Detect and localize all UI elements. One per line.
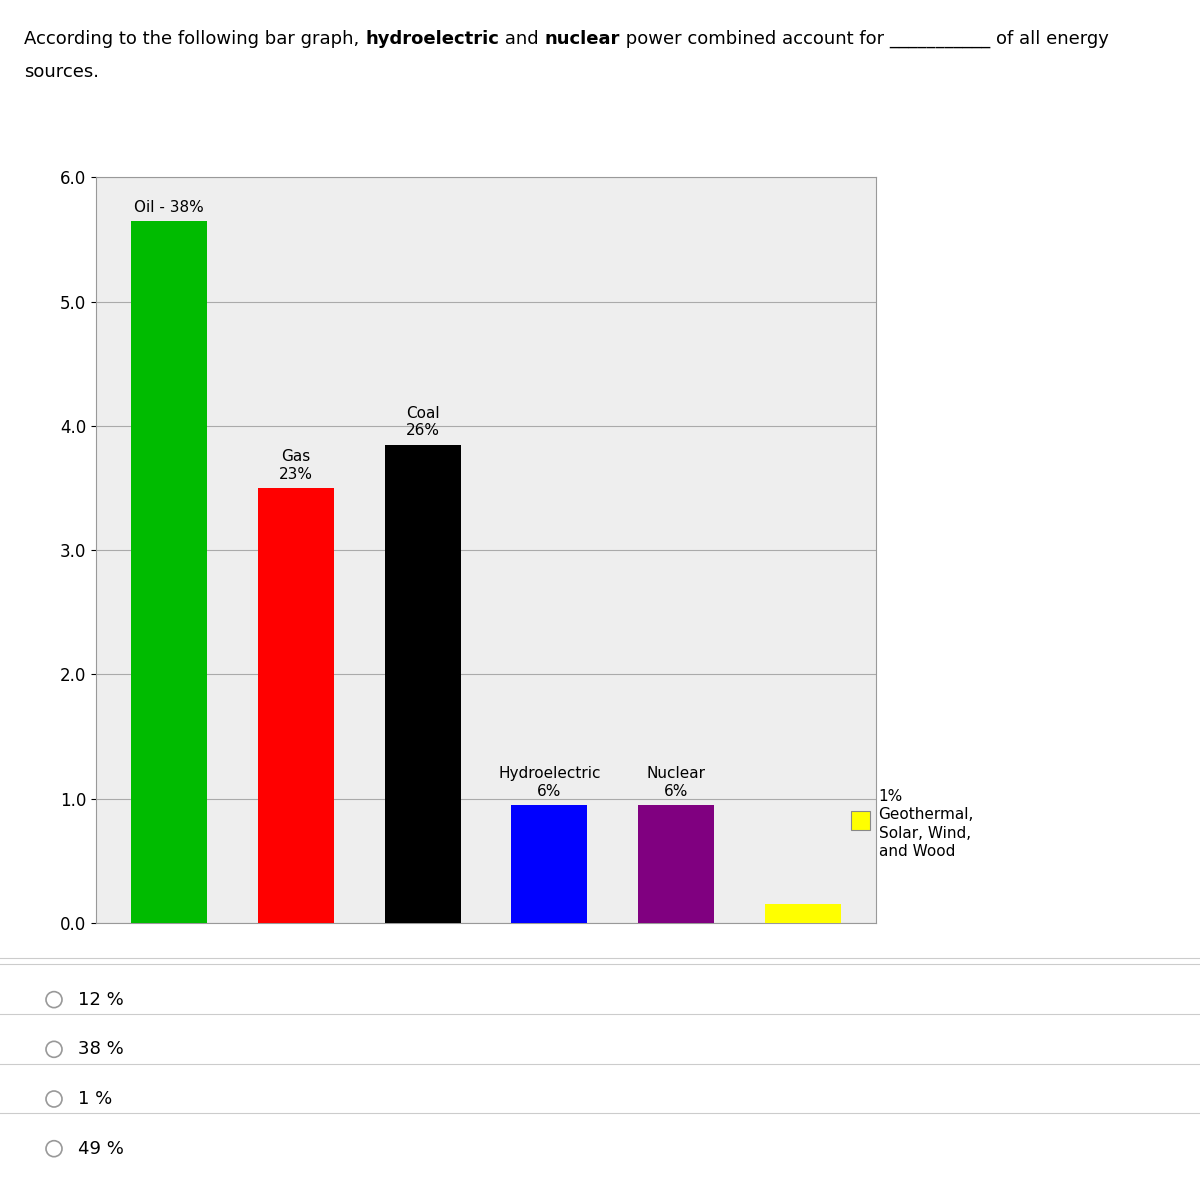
Bar	[638, 804, 714, 923]
Bar	[258, 489, 334, 923]
Text: Coal
26%: Coal 26%	[406, 406, 439, 439]
Text: 49 %: 49 %	[78, 1139, 124, 1158]
Text: and: and	[499, 30, 545, 47]
Text: nuclear: nuclear	[545, 30, 619, 47]
Text: sources.: sources.	[24, 63, 98, 80]
Bar	[511, 804, 587, 923]
Text: 12 %: 12 %	[78, 990, 124, 1009]
Text: 1%
Geothermal,
Solar, Wind,
and Wood: 1% Geothermal, Solar, Wind, and Wood	[878, 789, 974, 859]
Bar	[132, 221, 208, 923]
Text: hydroelectric: hydroelectric	[365, 30, 499, 47]
Text: According to the following bar graph,: According to the following bar graph,	[24, 30, 365, 47]
Text: Hydroelectric
6%: Hydroelectric 6%	[498, 767, 600, 799]
Text: 1 %: 1 %	[78, 1090, 113, 1108]
Text: 38 %: 38 %	[78, 1040, 124, 1059]
Text: Nuclear
6%: Nuclear 6%	[647, 767, 706, 799]
Bar	[385, 445, 461, 923]
Text: power combined account for ___________ of all energy: power combined account for ___________ o…	[619, 30, 1109, 47]
Text: Oil - 38%: Oil - 38%	[134, 200, 204, 215]
Bar	[851, 812, 870, 829]
Text: Gas
23%: Gas 23%	[280, 450, 313, 481]
Bar	[764, 904, 840, 923]
